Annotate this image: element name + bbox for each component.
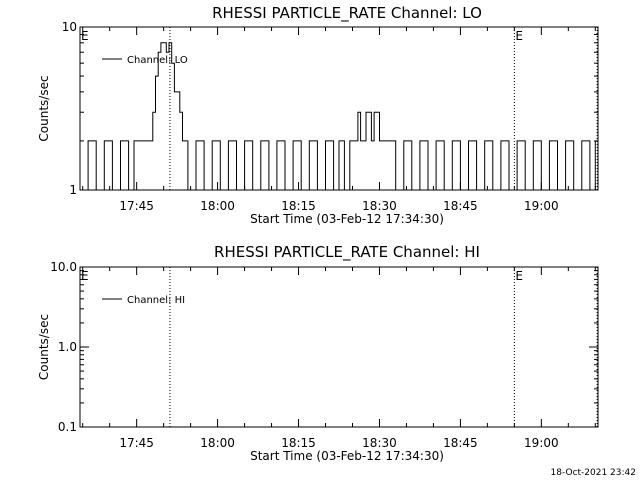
legend-label: Channel: HI: [127, 295, 185, 306]
x-tick-label: 17:45: [119, 436, 154, 450]
event-marker-label: E: [515, 29, 523, 43]
x-axis-label: Start Time (03-Feb-12 17:34:30): [250, 449, 444, 463]
x-tick-label: 18:00: [200, 436, 235, 450]
chart-title: RHESSI PARTICLE_RATE Channel: HI: [214, 243, 480, 262]
event-marker-label: E: [515, 269, 523, 283]
y-tick-label: 0.1: [58, 420, 77, 434]
x-tick-label: 18:30: [362, 199, 397, 213]
legend-label: Channel: LO: [127, 55, 188, 66]
x-tick-label: 17:45: [119, 199, 154, 213]
y-tick-label: 10: [62, 20, 77, 34]
plot-frame: [79, 266, 599, 428]
x-tick-label: 18:15: [281, 199, 316, 213]
x-tick-label: 18:45: [443, 436, 478, 450]
x-tick-label: 18:45: [443, 199, 478, 213]
panel-1: RHESSI PARTICLE_RATE Channel: LO 1 10 17:45…: [37, 4, 599, 226]
footer-timestamp: 18-Oct-2021 23:42: [551, 468, 636, 478]
panel-2: RHESSI PARTICLE_RATE Channel: HI 0.1 1.0 10…: [37, 243, 599, 463]
y-tick-label: 1: [69, 183, 77, 197]
y-axis-label: Counts/sec: [37, 314, 51, 380]
chart-title: RHESSI PARTICLE_RATE Channel: LO: [212, 4, 482, 23]
y-tick-label: 10.0: [50, 260, 77, 274]
y-axis-label: Counts/sec: [37, 75, 51, 141]
x-tick-label: 18:00: [200, 199, 235, 213]
edge-event-label: E: [81, 29, 89, 43]
x-axis-label: Start Time (03-Feb-12 17:34:30): [250, 212, 444, 226]
y-tick-label: 1.0: [58, 340, 77, 354]
x-tick-label: 18:15: [281, 436, 316, 450]
x-tick-label: 19:00: [524, 199, 559, 213]
edge-event-label: E: [81, 269, 89, 283]
x-tick-label: 19:00: [524, 436, 559, 450]
x-tick-label: 18:30: [362, 436, 397, 450]
series-line: [80, 42, 596, 191]
